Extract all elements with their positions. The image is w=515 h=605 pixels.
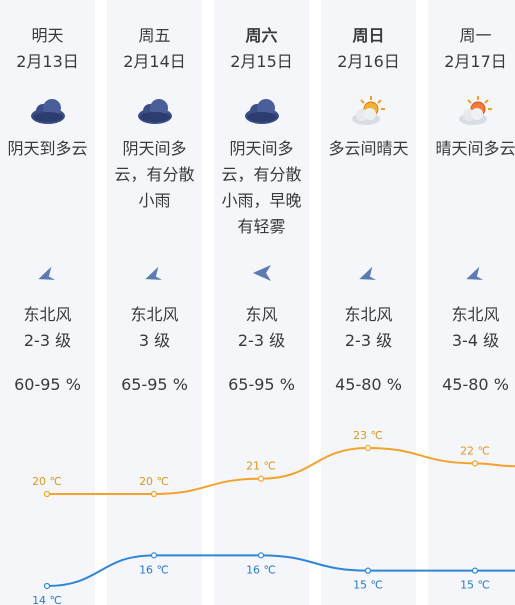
wind-direction-icon	[144, 266, 162, 280]
forecast-day-column: 周五 2月14日 阴天间多云，有分散小雨 东北风 3 级 65-95 %	[107, 0, 202, 605]
wind-direction-text: 东北风	[451, 305, 500, 324]
temperature-label: 23 ℃	[353, 429, 383, 442]
temperature-label: 14 ℃	[32, 594, 62, 605]
overcast-cloud-icon	[30, 99, 65, 124]
temperature-point	[150, 490, 158, 498]
temperature-point	[364, 444, 372, 452]
wind-direction-icon	[252, 265, 271, 281]
temperature-label: 21 ℃	[246, 460, 276, 473]
wind-level: 2-3 级	[344, 331, 393, 350]
temperature-line	[46, 554, 515, 587]
temperature-point	[471, 460, 479, 467]
temperature-point	[257, 552, 265, 559]
temperature-point	[150, 552, 158, 559]
day-name: 周日	[352, 26, 385, 45]
day-name: 周一	[459, 26, 492, 45]
humidity: 65-95 %	[121, 375, 188, 394]
wind-level: 2-3 级	[237, 331, 286, 350]
wind-level: 3 级	[138, 331, 171, 350]
day-name: 周六	[245, 26, 278, 45]
humidity: 45-80 %	[335, 375, 402, 394]
forecast-day-column: 周六 2月15日 阴天间多云，有分散小雨，早晚有轻雾 东风 2-3 级 65-9…	[214, 0, 309, 605]
weather-description: 阴天间多云，有分散小雨	[114, 139, 195, 210]
temperature-point	[43, 490, 51, 498]
temperature-line	[47, 447, 515, 496]
weather-description: 多云间晴天	[328, 139, 409, 158]
forecast-day-column: 明天 2月13日 阴天到多云 东北风 2-3 级 60-95 %	[0, 0, 95, 605]
temperature-label: 20 ℃	[139, 475, 169, 488]
temperature-point	[364, 567, 372, 574]
wind-direction-icon	[465, 266, 483, 280]
weather-description: 阴天到多云	[7, 139, 88, 158]
day-name: 周五	[138, 26, 171, 45]
temperature-label: 16 ℃	[139, 563, 169, 576]
temperature-label: 15 ℃	[353, 579, 383, 592]
temperature-label: 15 ℃	[460, 579, 490, 592]
humidity: 60-95 %	[14, 375, 81, 394]
weather-description: 晴天间多云	[435, 139, 515, 158]
partly-cloudy-icon	[351, 96, 385, 125]
day-date: 2月15日	[230, 52, 293, 71]
temperature-label: 16 ℃	[246, 563, 276, 576]
temperature-label: 22 ℃	[460, 444, 490, 457]
temperature-point	[471, 567, 479, 574]
overcast-cloud-icon	[244, 99, 279, 124]
overcast-cloud-icon	[137, 99, 172, 124]
temperature-point	[43, 582, 51, 590]
humidity: 65-95 %	[228, 375, 295, 394]
day-date: 2月16日	[337, 52, 400, 71]
day-date: 2月13日	[16, 52, 79, 71]
wind-level: 3-4 级	[451, 331, 500, 350]
wind-level: 2-3 级	[23, 331, 72, 350]
day-date: 2月14日	[123, 52, 186, 71]
temperature-label: 20 ℃	[32, 475, 62, 488]
wind-direction-text: 东北风	[23, 305, 72, 324]
wind-direction-text: 东风	[245, 305, 278, 324]
wind-direction-icon	[37, 266, 55, 280]
forecast-day-column: 周日 2月16日 多云间晴天 东北风 2-3 级 45-80 %	[321, 0, 416, 605]
day-name: 明天	[31, 26, 64, 45]
temperature-point	[257, 475, 265, 482]
partly-cloudy-icon	[458, 96, 492, 125]
day-date: 2月17日	[444, 52, 507, 71]
wind-direction-text: 东北风	[344, 305, 393, 324]
forecast-day-column: 周一 2月17日 晴天间多云 东北风 3-4 级 45-80 %	[428, 0, 515, 605]
weather-description: 阴天间多云，有分散小雨，早晚有轻雾	[221, 139, 302, 236]
wind-direction-icon	[358, 266, 376, 280]
wind-direction-text: 东北风	[130, 305, 179, 324]
humidity: 45-80 %	[442, 375, 509, 394]
